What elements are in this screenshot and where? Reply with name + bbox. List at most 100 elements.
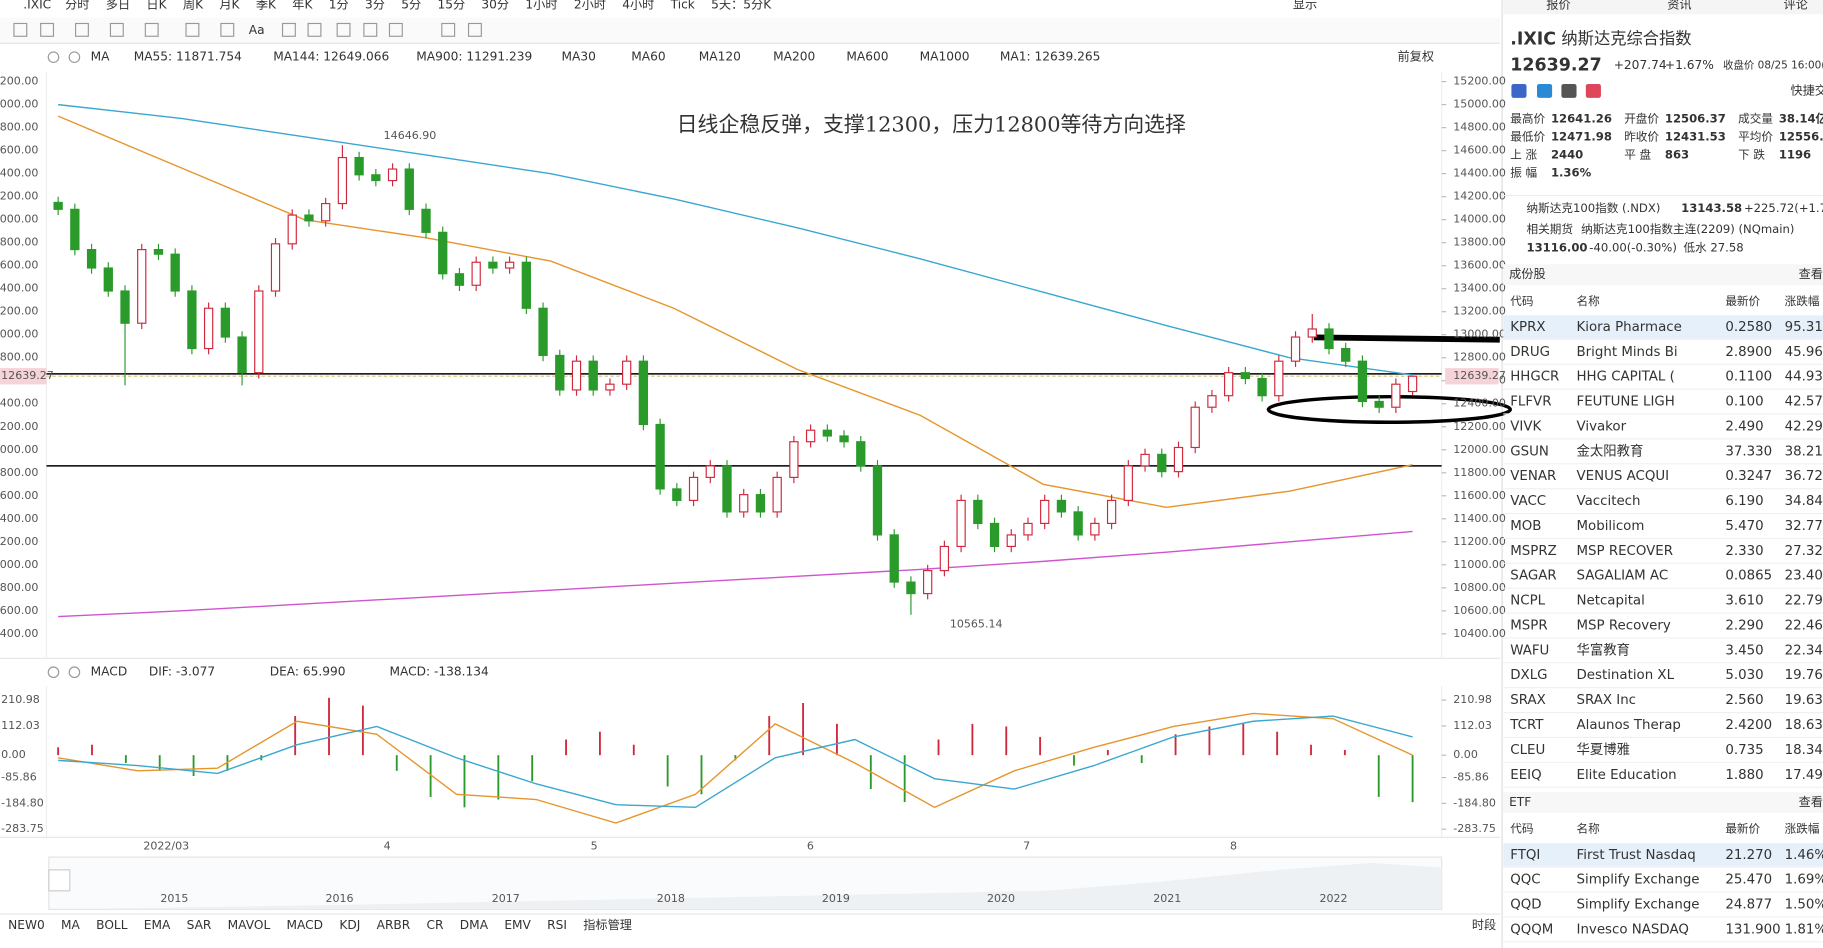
period-tab[interactable]: 季K bbox=[256, 0, 277, 11]
code[interactable]: TCRT bbox=[1509, 718, 1544, 733]
tool-icon[interactable] bbox=[74, 22, 89, 37]
name[interactable]: MSP Recovery bbox=[1577, 618, 1671, 633]
code[interactable]: EEIQ bbox=[1510, 768, 1541, 783]
tool-icon[interactable] bbox=[307, 22, 322, 37]
more-link[interactable]: 查看 bbox=[1799, 795, 1823, 809]
name[interactable]: First Trust Nasdaq bbox=[1577, 848, 1696, 863]
indicator-tab[interactable]: BOLL bbox=[96, 918, 128, 932]
code[interactable]: WAFU bbox=[1510, 643, 1549, 658]
name[interactable]: Kiora Pharmace bbox=[1577, 320, 1682, 335]
period-tab[interactable]: 5分 bbox=[401, 0, 421, 11]
session-button[interactable]: 时段 bbox=[1472, 917, 1496, 932]
code[interactable]: QQQM bbox=[1510, 922, 1553, 937]
tool-icon[interactable] bbox=[363, 22, 378, 37]
period-tab[interactable]: 4小时 bbox=[622, 0, 654, 11]
period-tab[interactable]: 1分 bbox=[329, 0, 349, 11]
indicator-tab[interactable]: EMA bbox=[144, 918, 171, 932]
code[interactable]: VIVK bbox=[1510, 419, 1542, 434]
name[interactable]: MSP RECOVER bbox=[1577, 544, 1674, 559]
related-name[interactable]: 纳斯达克100指数 (.NDX) bbox=[1527, 201, 1661, 215]
name[interactable]: 华富教育 bbox=[1577, 641, 1630, 658]
name[interactable]: Vivakor bbox=[1577, 419, 1627, 434]
navigator-handle[interactable] bbox=[48, 869, 71, 892]
indicator-tab[interactable]: 指标管理 bbox=[583, 917, 632, 932]
name[interactable]: Bright Minds Bi bbox=[1577, 345, 1678, 360]
code[interactable]: HHGCR bbox=[1510, 370, 1559, 385]
code[interactable]: VENAR bbox=[1510, 469, 1556, 484]
related-name[interactable]: 纳斯达克100指数主连(2209) (NQmain) bbox=[1581, 222, 1794, 236]
name[interactable]: HHG CAPITAL ( bbox=[1577, 370, 1675, 385]
quick-trade[interactable]: 快捷交 bbox=[1790, 82, 1823, 97]
row-highlight[interactable] bbox=[1503, 843, 1823, 867]
badge-icon[interactable] bbox=[1536, 83, 1553, 98]
name[interactable]: FEUTUNE LIGH bbox=[1577, 395, 1675, 410]
tool-icon[interactable] bbox=[13, 22, 28, 37]
code[interactable]: MSPRZ bbox=[1510, 544, 1557, 559]
panel-tab[interactable]: 报价 bbox=[1546, 0, 1570, 11]
name[interactable]: Alaunos Therap bbox=[1577, 718, 1681, 733]
name[interactable]: Mobilicom bbox=[1577, 519, 1645, 534]
period-tab[interactable]: 5天：5分K bbox=[711, 0, 772, 11]
code[interactable]: SRAX bbox=[1510, 693, 1546, 708]
indicator-tab[interactable]: NEW0 bbox=[8, 918, 45, 932]
adjust-button[interactable]: 前复权 bbox=[1397, 49, 1434, 64]
code[interactable]: DRUG bbox=[1510, 345, 1550, 360]
tool-icon[interactable] bbox=[281, 22, 296, 37]
name[interactable]: Vaccitech bbox=[1577, 494, 1641, 509]
badge-icon[interactable] bbox=[1585, 83, 1601, 98]
code[interactable]: KPRX bbox=[1510, 320, 1545, 335]
name[interactable]: Invesco NASDAQ bbox=[1577, 922, 1689, 937]
code[interactable]: QQC bbox=[1510, 873, 1540, 888]
tool-icon[interactable] bbox=[40, 22, 55, 37]
tool-icon[interactable] bbox=[467, 22, 482, 37]
name[interactable]: Elite Education bbox=[1577, 768, 1677, 783]
period-tab[interactable]: 2小时 bbox=[574, 0, 606, 11]
symbol[interactable]: .IXIC bbox=[23, 0, 51, 11]
pane-icon[interactable] bbox=[47, 51, 60, 64]
code[interactable]: MOB bbox=[1510, 519, 1541, 534]
code[interactable]: SAGAR bbox=[1510, 569, 1556, 584]
period-tab[interactable]: 年K bbox=[292, 0, 313, 11]
code[interactable]: CLEU bbox=[1510, 743, 1545, 758]
code[interactable]: MSPR bbox=[1510, 618, 1547, 633]
text-tool[interactable]: Aa bbox=[249, 23, 265, 37]
indicator-tab[interactable]: MACD bbox=[287, 918, 324, 932]
indicator-tab[interactable]: MAVOL bbox=[228, 918, 271, 932]
name[interactable]: SRAX Inc bbox=[1577, 693, 1637, 708]
tool-icon[interactable] bbox=[388, 22, 403, 37]
indicator-tab[interactable]: MA bbox=[61, 918, 81, 932]
code[interactable]: QQD bbox=[1510, 898, 1541, 913]
pane-icon[interactable] bbox=[68, 666, 81, 679]
period-tab[interactable]: 15分 bbox=[437, 0, 465, 11]
period-tab[interactable]: 分时 bbox=[65, 0, 89, 11]
indicator-tab[interactable]: KDJ bbox=[339, 918, 360, 932]
tool-icon[interactable] bbox=[144, 22, 159, 37]
tool-icon[interactable] bbox=[441, 22, 456, 37]
badge-icon[interactable] bbox=[1511, 83, 1527, 98]
period-tab[interactable]: 1小时 bbox=[525, 0, 557, 11]
period-tab[interactable]: Tick bbox=[670, 0, 696, 11]
name[interactable]: 金太阳教育 bbox=[1577, 443, 1644, 459]
row-highlight[interactable] bbox=[1503, 315, 1823, 339]
pane-icon[interactable] bbox=[68, 51, 81, 64]
name[interactable]: Netcapital bbox=[1577, 594, 1645, 609]
indicator-tab[interactable]: CR bbox=[427, 918, 445, 932]
indicator-tab[interactable]: RSI bbox=[547, 918, 567, 932]
code[interactable]: GSUN bbox=[1510, 444, 1549, 459]
period-tab[interactable]: 周K bbox=[183, 0, 204, 11]
name[interactable]: Simplify Exchange bbox=[1577, 873, 1700, 888]
display-button[interactable]: 显示 bbox=[1293, 0, 1317, 11]
code[interactable]: NCPL bbox=[1510, 594, 1545, 609]
code[interactable]: DXLG bbox=[1510, 668, 1547, 683]
panel-tab[interactable]: 资讯 bbox=[1667, 0, 1691, 11]
tool-icon[interactable] bbox=[336, 22, 351, 37]
more-link[interactable]: 查看 bbox=[1799, 267, 1823, 281]
name[interactable]: SAGALIAM AC bbox=[1577, 569, 1669, 584]
code[interactable]: VACC bbox=[1510, 494, 1546, 509]
tool-icon[interactable] bbox=[220, 22, 235, 37]
badge-icon[interactable] bbox=[1561, 83, 1577, 98]
period-tab[interactable]: 日K bbox=[146, 0, 167, 11]
tool-icon[interactable] bbox=[109, 22, 124, 37]
period-tab[interactable]: 3分 bbox=[365, 0, 385, 11]
name[interactable]: Destination XL bbox=[1577, 668, 1675, 683]
